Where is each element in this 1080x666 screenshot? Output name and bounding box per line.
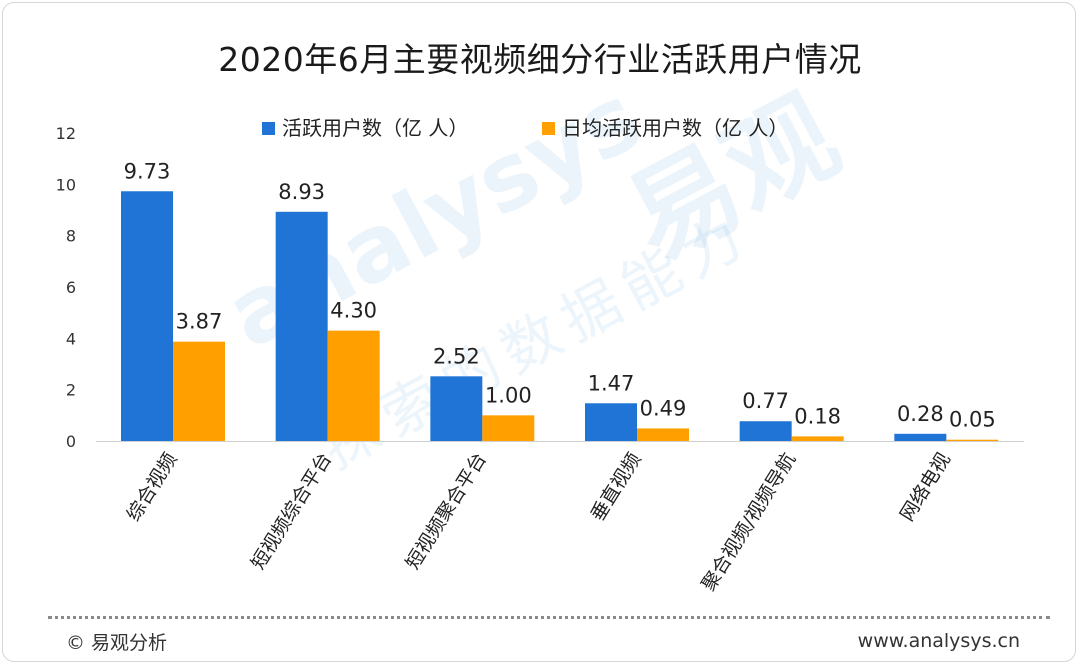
y-tick-label: 8 [66,227,76,246]
bar-active-users [121,191,173,441]
bar-daily-active-users [791,436,844,441]
x-category-label: 综合视频 [123,449,182,525]
legend-swatch-2 [542,122,555,135]
bar-active-users [275,211,328,441]
y-tick-label: 0 [66,432,76,451]
bar-daily-active-users [637,428,689,441]
bar-active-users [430,376,483,441]
y-tick-label: 2 [66,381,76,400]
chart-title: 2020年6月主要视频细分行业活跃用户情况 [218,40,862,79]
x-category-label: 网络电视 [896,449,955,525]
y-tick-label: 6 [66,278,76,297]
value-label-daily: 3.87 [176,310,223,334]
bar-active-users [585,403,637,441]
value-label-active: 0.77 [742,389,789,413]
value-label-active: 1.47 [588,371,635,395]
legend-label-2: 日均活跃用户数（亿 人） [562,116,788,140]
bar-daily-active-users [173,341,225,441]
bar-active-users [894,433,947,441]
value-labels: 9.73 3.87 8.93 4.30 2.521.00 1.470.49 0.770.18… [124,159,996,431]
y-tick-label: 10 [56,175,76,194]
x-category-label: 短视频聚合平台 [402,449,491,573]
website-link[interactable]: www.analysys.cn [857,630,1020,652]
bar-active-users [739,421,792,441]
value-label-active: 0.28 [897,402,944,426]
bar-daily-active-users [327,330,380,441]
bar-daily-active-users [946,439,999,441]
y-tick-label: 12 [56,124,76,143]
value-label-daily: 0.18 [794,404,841,428]
x-axis: 综合视频 短视频综合平台 短视频聚合平台 垂直视频 聚合视频/视频导航 网络电视 [96,441,1024,595]
x-category-label: 垂直视频 [587,449,646,525]
value-label-daily: 0.05 [949,408,996,432]
value-label-daily: 1.00 [485,383,532,407]
legend-label-1: 活跃用户数（亿 人） [282,116,468,140]
footer-divider [48,616,1050,619]
x-category-label: 短视频综合平台 [247,449,336,573]
legend: 活跃用户数（亿 人） 日均活跃用户数（亿 人） [262,116,788,140]
value-label-daily: 0.49 [640,396,687,420]
value-label-active: 2.52 [433,344,480,368]
value-label-active: 9.73 [124,159,171,183]
copyright-text: © 易观分析 [66,632,168,654]
y-axis: 0 2 4 6 8 10 12 [56,124,76,451]
legend-swatch-1 [262,122,275,135]
value-label-active: 8.93 [278,180,325,204]
bars [121,191,999,441]
bar-daily-active-users [482,415,535,441]
value-label-daily: 4.30 [330,299,377,323]
x-category-label: 聚合视频/视频导航 [698,449,801,595]
y-tick-label: 4 [66,329,76,348]
